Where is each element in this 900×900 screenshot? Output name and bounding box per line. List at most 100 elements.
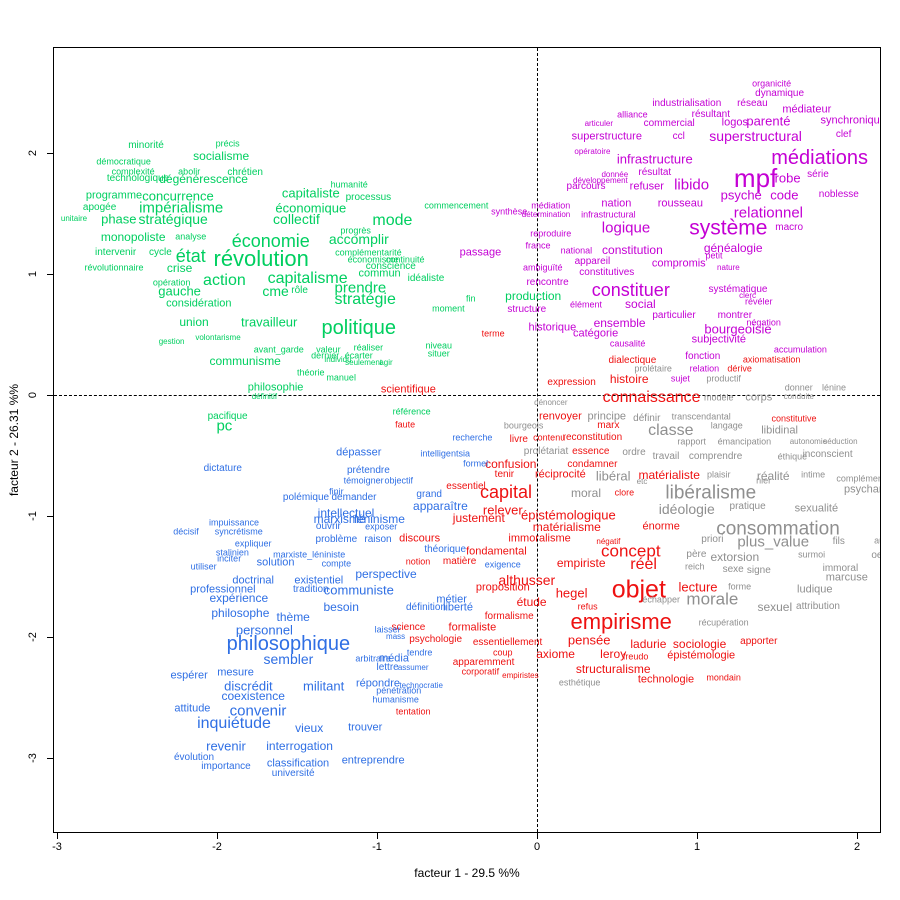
word-label: freudo <box>622 651 649 662</box>
x-tick-label: -1 <box>372 841 382 853</box>
word-label: expliquer <box>234 538 272 549</box>
word-label: père <box>686 548 707 560</box>
word-label: intervenir <box>95 247 137 259</box>
word-label: surmoi <box>798 549 826 559</box>
word-label: conduite <box>783 392 814 402</box>
word-label: séduction <box>823 436 858 446</box>
word-label: concept <box>601 541 661 561</box>
word-label: détermination <box>521 209 571 219</box>
word-label: transcendantal <box>671 411 731 422</box>
word-label: travailleur <box>241 314 298 330</box>
word-label: tentation <box>395 706 431 717</box>
word-label: réel <box>630 556 657 574</box>
word-label: productif <box>706 373 741 384</box>
word-label: stalinien <box>215 547 249 558</box>
word-label: oedip <box>871 549 880 561</box>
word-label: tenir <box>494 468 515 480</box>
word-label: dialectique <box>608 354 657 366</box>
word-label: rousseau <box>657 197 704 210</box>
word-label: progrès <box>340 225 371 236</box>
word-label: sexuel <box>757 599 793 614</box>
x-tick-mark <box>857 833 858 839</box>
word-label: syncrétisme <box>214 526 263 537</box>
word-label: libidinal <box>761 424 798 437</box>
word-label: complexité <box>111 166 155 177</box>
word-label: témoigner <box>343 475 384 486</box>
word-label: apporter <box>740 635 778 647</box>
word-label: constituer <box>591 279 670 300</box>
word-label: médiation <box>531 200 571 211</box>
word-label: proposition <box>475 581 530 594</box>
x-tick-mark <box>697 833 698 839</box>
word-label: recherche <box>452 432 493 443</box>
word-label: coexistence <box>221 689 285 704</box>
word-label: politique <box>321 317 397 340</box>
word-label: épistémologique <box>521 507 616 523</box>
word-label: attitude <box>174 702 211 715</box>
word-label: réseau <box>737 98 768 110</box>
word-label: essence <box>572 445 610 457</box>
x-tick-mark <box>57 833 58 839</box>
word-label: cycle <box>148 247 172 259</box>
word-label: économisme <box>347 254 399 265</box>
word-label: axiomatisation <box>742 354 801 365</box>
word-label: révolution <box>213 246 309 272</box>
word-label: complémen <box>836 473 880 484</box>
word-label: althusser <box>498 571 556 588</box>
word-label: mesure <box>217 666 254 679</box>
word-label: classification <box>266 757 330 770</box>
word-label: répondre <box>355 677 401 690</box>
word-label: connaissance <box>602 389 701 407</box>
word-label: histoire <box>609 372 649 387</box>
word-label: médiations <box>771 146 868 169</box>
word-label: nation <box>601 197 632 210</box>
word-label: donner <box>784 382 813 393</box>
word-label: relation <box>689 363 720 374</box>
x-tick-mark <box>537 833 538 839</box>
word-label: marxiste_léniniste <box>273 549 346 559</box>
word-label: récupération <box>698 617 749 628</box>
word-label: prolétaire <box>634 363 672 374</box>
word-label: justement <box>452 511 505 526</box>
word-label: état <box>175 245 206 266</box>
word-label: constitutive <box>771 413 817 424</box>
word-label: production <box>505 288 562 303</box>
word-label: clef <box>835 128 852 140</box>
word-layer: minorité précis socialisme démocratique comp… <box>54 48 880 832</box>
y-tick-mark <box>47 758 53 759</box>
word-label: liberté <box>443 601 473 614</box>
word-label: série <box>807 168 829 180</box>
x-tick-label: -2 <box>212 841 222 853</box>
word-label: dernier <box>311 350 340 361</box>
word-label: précis <box>215 138 240 149</box>
word-label: marx <box>597 420 620 432</box>
word-label: laisser <box>374 624 401 635</box>
word-label: continuité <box>385 254 425 265</box>
word-label: définitif <box>251 392 278 402</box>
word-label: monopoliste <box>100 230 166 245</box>
word-label: synchronique <box>820 114 880 127</box>
word-label: etc <box>636 476 648 486</box>
word-label: constitution <box>602 242 663 257</box>
word-label: ensemble <box>593 316 646 331</box>
word-label: industrialisation <box>652 98 722 110</box>
word-label: empiriste <box>556 555 606 570</box>
word-label: contenu <box>533 432 566 443</box>
word-label: définir <box>633 412 661 424</box>
word-label: prendre <box>334 279 387 297</box>
word-label: technologie <box>637 673 695 686</box>
word-label: attribution <box>796 600 840 612</box>
word-label: sexe <box>722 564 744 576</box>
word-label: philosophie <box>247 381 304 394</box>
word-label: capitaliste <box>281 185 340 201</box>
word-label: définition <box>405 601 447 613</box>
word-label: volontarisme <box>195 332 241 342</box>
word-label: considération <box>166 297 232 310</box>
y-tick-label: 1 <box>27 270 39 278</box>
word-label: historique <box>528 321 577 334</box>
x-tick-mark <box>377 833 378 839</box>
word-label: revenir <box>206 738 246 754</box>
word-label: théorique <box>424 543 467 555</box>
word-label: prétendre <box>346 465 390 477</box>
word-label: travail <box>652 450 680 462</box>
